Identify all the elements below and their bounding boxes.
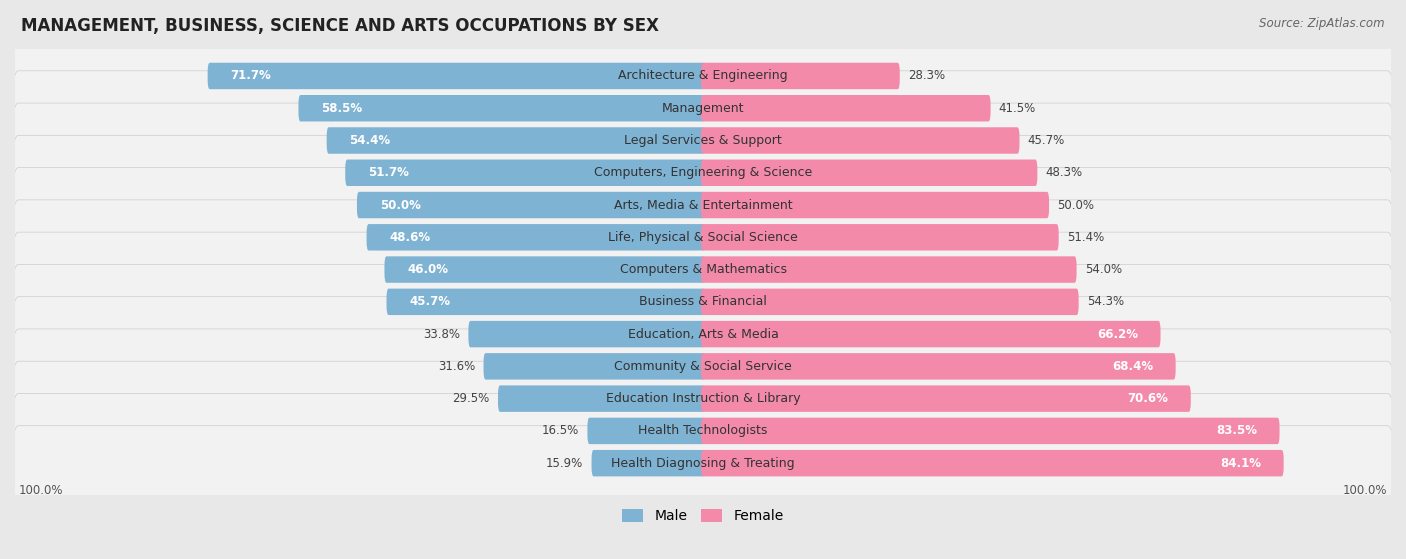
Text: 71.7%: 71.7% — [231, 69, 271, 83]
FancyBboxPatch shape — [13, 135, 1393, 210]
Text: Health Diagnosing & Treating: Health Diagnosing & Treating — [612, 457, 794, 470]
Text: 83.5%: 83.5% — [1216, 424, 1257, 437]
Text: 54.0%: 54.0% — [1085, 263, 1122, 276]
FancyBboxPatch shape — [384, 257, 704, 283]
Text: Community & Social Service: Community & Social Service — [614, 360, 792, 373]
Text: Health Technologists: Health Technologists — [638, 424, 768, 437]
Text: 68.4%: 68.4% — [1112, 360, 1153, 373]
FancyBboxPatch shape — [468, 321, 704, 347]
Text: 50.0%: 50.0% — [1057, 198, 1094, 211]
FancyBboxPatch shape — [367, 224, 704, 250]
Text: MANAGEMENT, BUSINESS, SCIENCE AND ARTS OCCUPATIONS BY SEX: MANAGEMENT, BUSINESS, SCIENCE AND ARTS O… — [21, 17, 659, 35]
FancyBboxPatch shape — [13, 329, 1393, 404]
Text: Management: Management — [662, 102, 744, 115]
FancyBboxPatch shape — [13, 394, 1393, 468]
FancyBboxPatch shape — [702, 257, 1077, 283]
FancyBboxPatch shape — [387, 288, 704, 315]
FancyBboxPatch shape — [702, 450, 1284, 476]
Text: Computers, Engineering & Science: Computers, Engineering & Science — [593, 166, 813, 179]
FancyBboxPatch shape — [326, 127, 704, 154]
Text: Business & Financial: Business & Financial — [640, 295, 766, 309]
FancyBboxPatch shape — [13, 71, 1393, 146]
Text: 41.5%: 41.5% — [998, 102, 1036, 115]
Text: 84.1%: 84.1% — [1220, 457, 1261, 470]
FancyBboxPatch shape — [208, 63, 704, 89]
FancyBboxPatch shape — [702, 95, 991, 121]
FancyBboxPatch shape — [13, 200, 1393, 274]
FancyBboxPatch shape — [592, 450, 704, 476]
Text: Education, Arts & Media: Education, Arts & Media — [627, 328, 779, 340]
FancyBboxPatch shape — [702, 418, 1279, 444]
FancyBboxPatch shape — [13, 39, 1393, 113]
FancyBboxPatch shape — [702, 159, 1038, 186]
Text: 51.4%: 51.4% — [1067, 231, 1104, 244]
FancyBboxPatch shape — [702, 353, 1175, 380]
FancyBboxPatch shape — [357, 192, 704, 218]
Text: 70.6%: 70.6% — [1128, 392, 1168, 405]
FancyBboxPatch shape — [702, 385, 1191, 412]
Text: 50.0%: 50.0% — [380, 198, 420, 211]
Text: Education Instruction & Library: Education Instruction & Library — [606, 392, 800, 405]
Text: 48.6%: 48.6% — [389, 231, 430, 244]
FancyBboxPatch shape — [346, 159, 704, 186]
FancyBboxPatch shape — [13, 264, 1393, 339]
FancyBboxPatch shape — [702, 192, 1049, 218]
Text: 31.6%: 31.6% — [439, 360, 475, 373]
FancyBboxPatch shape — [498, 385, 704, 412]
Text: 16.5%: 16.5% — [541, 424, 579, 437]
FancyBboxPatch shape — [13, 426, 1393, 501]
Text: 58.5%: 58.5% — [321, 102, 363, 115]
FancyBboxPatch shape — [13, 232, 1393, 307]
FancyBboxPatch shape — [588, 418, 704, 444]
Text: Arts, Media & Entertainment: Arts, Media & Entertainment — [613, 198, 793, 211]
Text: 100.0%: 100.0% — [18, 484, 63, 497]
FancyBboxPatch shape — [13, 103, 1393, 178]
Text: 28.3%: 28.3% — [908, 69, 945, 83]
Text: 54.3%: 54.3% — [1087, 295, 1123, 309]
FancyBboxPatch shape — [702, 321, 1160, 347]
Text: 33.8%: 33.8% — [423, 328, 460, 340]
Text: 29.5%: 29.5% — [453, 392, 489, 405]
Text: Legal Services & Support: Legal Services & Support — [624, 134, 782, 147]
Text: 66.2%: 66.2% — [1097, 328, 1137, 340]
Text: 54.4%: 54.4% — [349, 134, 391, 147]
FancyBboxPatch shape — [298, 95, 704, 121]
Text: Life, Physical & Social Science: Life, Physical & Social Science — [609, 231, 797, 244]
Text: 46.0%: 46.0% — [408, 263, 449, 276]
FancyBboxPatch shape — [702, 288, 1078, 315]
FancyBboxPatch shape — [13, 168, 1393, 243]
Text: 100.0%: 100.0% — [1343, 484, 1388, 497]
FancyBboxPatch shape — [484, 353, 704, 380]
FancyBboxPatch shape — [702, 63, 900, 89]
Text: 51.7%: 51.7% — [368, 166, 409, 179]
FancyBboxPatch shape — [702, 224, 1059, 250]
Text: 45.7%: 45.7% — [409, 295, 450, 309]
FancyBboxPatch shape — [702, 127, 1019, 154]
Text: 15.9%: 15.9% — [546, 457, 583, 470]
Text: Source: ZipAtlas.com: Source: ZipAtlas.com — [1260, 17, 1385, 30]
FancyBboxPatch shape — [13, 361, 1393, 436]
Text: 48.3%: 48.3% — [1046, 166, 1083, 179]
Legend: Male, Female: Male, Female — [617, 504, 789, 529]
FancyBboxPatch shape — [13, 297, 1393, 372]
Text: Computers & Mathematics: Computers & Mathematics — [620, 263, 786, 276]
Text: 45.7%: 45.7% — [1028, 134, 1064, 147]
Text: Architecture & Engineering: Architecture & Engineering — [619, 69, 787, 83]
